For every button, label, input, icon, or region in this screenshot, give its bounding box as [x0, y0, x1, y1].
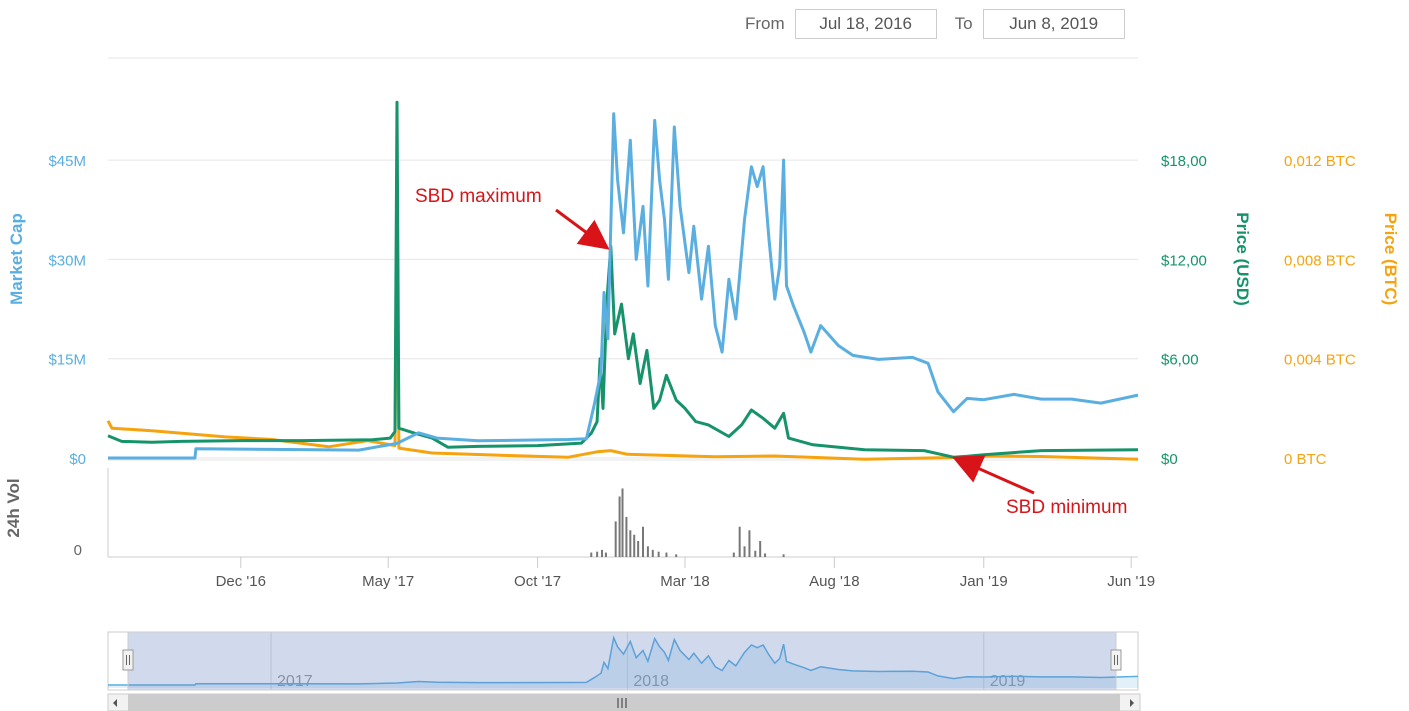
volume-bar: [601, 549, 604, 557]
from-date-input[interactable]: Jul 18, 2016: [794, 9, 937, 39]
navigator-year-label: 2017: [277, 673, 313, 690]
btc-tick-label: 0,004 BTC: [1284, 352, 1356, 369]
volume-bar: [637, 540, 640, 557]
volume-bar: [604, 552, 607, 557]
volume-bar: [618, 496, 621, 557]
scroll-left-arrow-icon[interactable]: [113, 699, 117, 707]
volume-bar: [675, 554, 678, 557]
volume-bar: [732, 552, 735, 557]
date-range-selector: From Jul 18, 2016 To Jun 8, 2019: [745, 8, 1125, 40]
market-cap-tick-label: $0: [69, 451, 86, 468]
x-tick-label: Mar '18: [660, 573, 710, 590]
btc-tick-label: 0,012 BTC: [1284, 153, 1356, 170]
volume-bar: [743, 546, 746, 557]
volume-bar: [590, 552, 593, 557]
x-tick-label: Dec '16: [216, 573, 266, 590]
from-label: From: [745, 14, 785, 33]
volume-bar: [629, 530, 632, 557]
volume-bar: [754, 550, 757, 557]
volume-bar: [748, 530, 751, 557]
usd-tick-label: $12,00: [1161, 252, 1207, 269]
usd-tick-label: $6,00: [1161, 352, 1199, 369]
x-tick-label: Oct '17: [514, 573, 561, 590]
sbd-maximum-label: SBD maximum: [415, 186, 542, 207]
volume-tick-label: 0: [74, 542, 82, 559]
navigator-selection[interactable]: [127, 631, 1117, 691]
volume-bar: [633, 534, 636, 557]
series-line: [108, 112, 1139, 460]
btc-tick-label: 0 BTC: [1284, 451, 1327, 468]
market-cap-tick-label: $15M: [48, 352, 86, 369]
market-cap-axis-title: Market Cap: [7, 213, 26, 305]
navigator-line: [108, 635, 1139, 686]
x-tick-label: Jun '19: [1107, 573, 1155, 590]
market-cap-tick-label: $30M: [48, 252, 86, 269]
navigator-year-label: 2018: [633, 673, 669, 690]
volume-bar: [657, 551, 660, 557]
btc-tick-label: 0,008 BTC: [1284, 252, 1356, 269]
usd-tick-label: $0: [1161, 451, 1178, 468]
to-date-input[interactable]: Jun 8, 2019: [982, 9, 1125, 39]
series-line: [106, 188, 1139, 461]
volume-bar: [759, 540, 762, 557]
x-tick-label: Aug '18: [809, 573, 859, 590]
volume-bar: [596, 551, 599, 557]
sbd-minimum-arrow: [951, 455, 1035, 495]
navigator-handle[interactable]: [122, 649, 134, 671]
volume-bar: [625, 516, 628, 557]
volume-bar: [764, 553, 767, 557]
volume-bar: [651, 549, 654, 557]
volume-bar: [642, 526, 645, 557]
navigator-frame: [107, 631, 1139, 691]
x-tick-label: Jan '19: [960, 573, 1008, 590]
market-cap-tick-label: $45M: [48, 153, 86, 170]
usd-axis-title: Price (USD): [1233, 212, 1252, 306]
navigator-handle[interactable]: [1110, 649, 1122, 671]
series-line: [107, 100, 1139, 459]
volume-bar: [621, 488, 624, 557]
btc-axis-title: Price (BTC): [1381, 213, 1400, 306]
volume-bar: [738, 526, 741, 557]
usd-tick-label: $18,00: [1161, 153, 1207, 170]
scrollbar-thumb[interactable]: [128, 694, 1120, 711]
scroll-right-arrow-icon[interactable]: [1130, 699, 1134, 707]
x-tick-label: May '17: [362, 573, 414, 590]
volume-bar: [782, 554, 785, 557]
navigator-area: [108, 637, 1138, 688]
volume-bar: [646, 546, 649, 557]
volume-axis-title: 24h Vol: [4, 478, 23, 537]
volume-bar: [614, 521, 617, 557]
to-label: To: [954, 14, 973, 33]
sbd-maximum-arrow: [555, 208, 610, 250]
sbd-minimum-label: SBD minimum: [1006, 497, 1127, 518]
volume-bar: [665, 552, 668, 557]
